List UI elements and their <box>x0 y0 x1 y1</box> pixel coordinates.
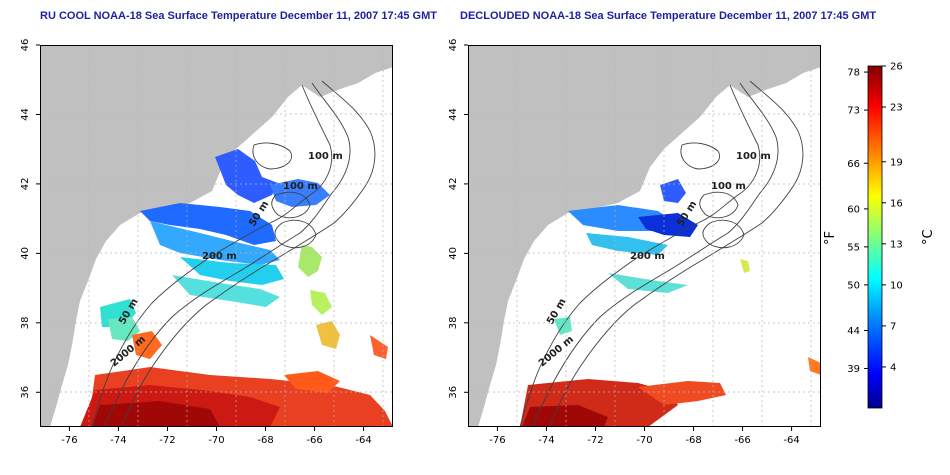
fahrenheit-tick-label: 60 <box>847 204 860 215</box>
grid-lines <box>40 45 393 427</box>
celsius-tick-label: 16 <box>890 198 903 209</box>
temperature-colorbar: °F °C 26 23 19 16 13 10 7 4 78 73 66 60 55 50 44 39 <box>823 62 936 409</box>
left-map-title: RU COOL NOAA-18 Sea Surface Temperature … <box>40 10 437 22</box>
longitude-tick-label: -76 <box>61 435 77 446</box>
latitude-tick-label: 38 <box>448 316 459 329</box>
contour-label-200m: 200 m <box>630 251 665 262</box>
longitude-tick-label: -72 <box>159 435 175 446</box>
longitude-tick-label: -74 <box>110 435 126 446</box>
contour-label-200m: 200 m <box>202 251 237 262</box>
fahrenheit-tick-label: 39 <box>847 364 860 375</box>
longitude-tick-label: -68 <box>685 435 701 446</box>
celsius-axis-label: °C <box>921 229 936 245</box>
celsius-tick-label: 4 <box>890 362 896 373</box>
right-map-title: DECLOUDED NOAA-18 Sea Surface Temperatur… <box>460 10 877 22</box>
latitude-tick-label: 42 <box>448 178 459 191</box>
contour-label-100m: 100 m <box>711 181 746 192</box>
celsius-tick-label: 19 <box>890 157 903 168</box>
grid-lines <box>468 45 821 427</box>
latitude-tick-label: 40 <box>448 247 459 260</box>
fahrenheit-tick-label: 55 <box>847 242 860 253</box>
latitude-tick-label: 46 <box>20 39 31 52</box>
celsius-tick-label: 26 <box>890 62 903 73</box>
latitude-tick-label: 36 <box>448 386 459 399</box>
left-sst-map: 100 m 100 m 50 m 200 m 50 m 2000 m <box>40 45 393 427</box>
map-frame <box>40 45 393 427</box>
sst-patches <box>520 179 821 427</box>
contour-label-100m: 100 m <box>736 151 771 162</box>
celsius-tick-label: 7 <box>890 321 896 332</box>
latitude-tick-label: 46 <box>448 39 459 52</box>
longitude-tick-label: -66 <box>734 435 750 446</box>
latitude-tick-label: 44 <box>448 108 459 121</box>
right-sst-map: 100 m 100 m 50 m 200 m 50 m 2000 m <box>468 45 821 427</box>
bathymetry-contours <box>519 80 804 427</box>
map-frame <box>468 45 821 427</box>
longitude-tick-label: -74 <box>538 435 554 446</box>
fahrenheit-tick-label: 78 <box>847 68 860 79</box>
longitude-tick-label: -64 <box>783 435 799 446</box>
longitude-tick-label: -64 <box>355 435 371 446</box>
land-nova-scotia <box>302 51 393 97</box>
fahrenheit-tick-label: 66 <box>847 159 860 170</box>
contour-label-100m: 100 m <box>283 181 318 192</box>
longitude-tick-label: -72 <box>587 435 603 446</box>
contour-label-100m: 100 m <box>308 151 343 162</box>
land-nova-scotia <box>730 51 821 97</box>
latitude-tick-label: 40 <box>20 247 31 260</box>
longitude-tick-label: -76 <box>489 435 505 446</box>
bathymetry-contours <box>91 80 376 427</box>
fahrenheit-tick-label: 44 <box>847 326 860 337</box>
celsius-tick-label: 10 <box>890 280 903 291</box>
land-mass <box>468 45 821 427</box>
colorbar-gradient <box>867 65 883 409</box>
fahrenheit-tick-label: 73 <box>847 106 860 117</box>
celsius-tick-label: 23 <box>890 103 903 114</box>
longitude-tick-label: -70 <box>208 435 224 446</box>
longitude-tick-label: -70 <box>636 435 652 446</box>
fahrenheit-tick-label: 50 <box>847 280 860 291</box>
celsius-tick-label: 13 <box>890 239 903 250</box>
latitude-tick-label: 44 <box>20 108 31 121</box>
fahrenheit-axis-label: °F <box>823 231 838 245</box>
sst-patches <box>80 149 393 427</box>
land-mass <box>40 45 393 427</box>
longitude-tick-label: -66 <box>306 435 322 446</box>
latitude-tick-label: 38 <box>20 316 31 329</box>
longitude-tick-label: -68 <box>257 435 273 446</box>
latitude-tick-label: 42 <box>20 178 31 191</box>
latitude-tick-label: 36 <box>20 386 31 399</box>
